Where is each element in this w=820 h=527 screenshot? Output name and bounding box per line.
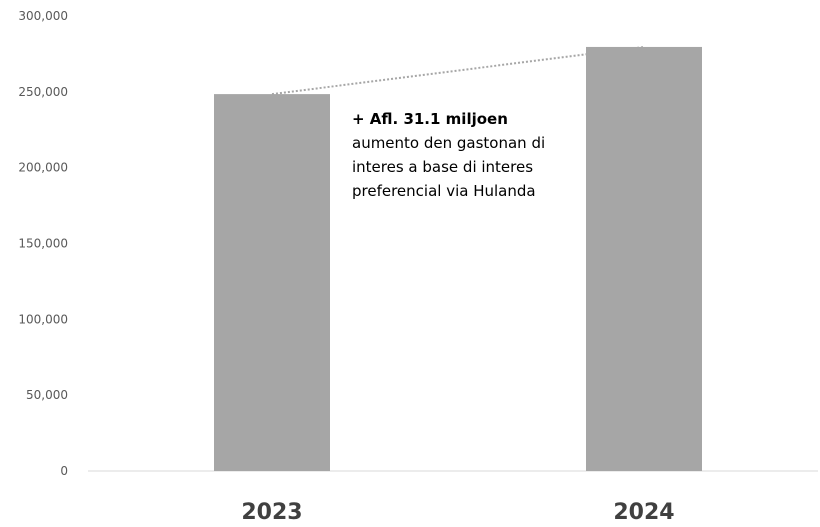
y-tick-label: 50,000 (26, 388, 68, 402)
y-tick-label: 0 (60, 464, 68, 478)
bar-2023 (214, 94, 330, 471)
x-tick-label: 2024 (613, 500, 674, 525)
annotation-line: aumento den gastonan di (352, 134, 546, 152)
y-tick-label: 100,000 (18, 312, 68, 326)
annotation-line: interes a base di interes (352, 158, 534, 176)
y-tick-label: 250,000 (18, 85, 68, 99)
bar-2024 (586, 46, 702, 471)
x-axis: 2023 2024 (241, 500, 674, 525)
y-tick-label: 150,000 (18, 237, 68, 251)
annotation-headline: + Afl. 31.1 miljoen (352, 110, 508, 128)
y-axis: 0 50,000 100,000 150,000 200,000 250,000 300,0… (18, 9, 68, 478)
annotation-line: preferencial via Hulanda (352, 182, 536, 200)
x-tick-label: 2023 (241, 500, 302, 525)
connector-line (271, 45, 645, 96)
y-tick-label: 200,000 (18, 161, 68, 175)
bars (214, 46, 702, 471)
y-tick-label: 300,000 (18, 9, 68, 23)
increase-annotation: + Afl. 31.1 miljoen aumento den gastonan… (352, 107, 612, 203)
